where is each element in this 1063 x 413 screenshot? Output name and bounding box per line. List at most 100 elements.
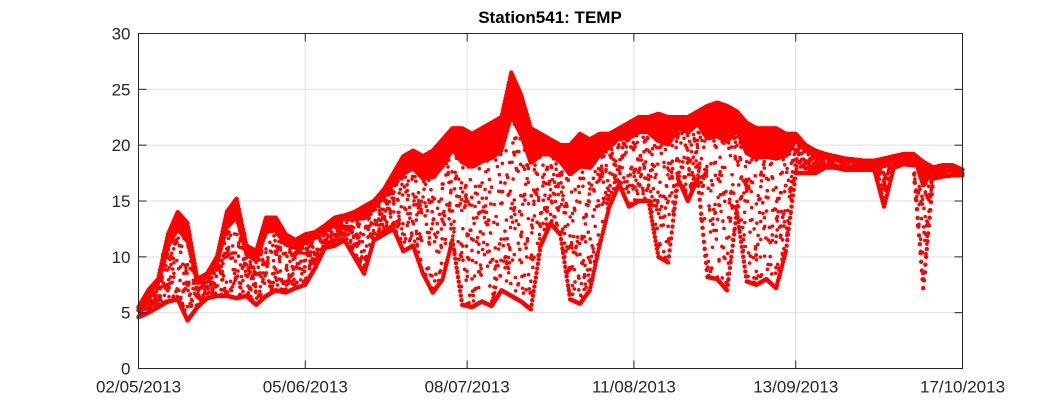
data-point [415,212,419,217]
data-point [583,263,587,268]
data-point [655,162,660,166]
data-point [318,237,323,241]
data-point [459,197,464,202]
data-point [464,244,469,248]
data-point [215,283,220,288]
data-point [666,224,670,229]
data-point [179,295,183,300]
data-point [591,176,596,181]
data-point [661,249,666,254]
data-point [452,230,456,234]
data-point [687,168,692,172]
data-point [604,169,608,173]
data-point-min [528,307,534,312]
data-point [392,196,396,201]
data-point [300,271,304,276]
data-point [455,269,459,274]
data-point [258,294,263,298]
data-point [525,239,530,243]
data-point [618,171,622,176]
data-point-min [532,284,537,289]
data-point [419,207,423,212]
data-point [652,230,657,235]
data-point [429,227,434,231]
data-point [402,185,407,189]
data-point [530,226,535,230]
data-point [568,234,572,238]
data-point [540,210,544,215]
data-point [429,187,433,192]
data-point-min [558,236,564,242]
data-point [355,256,360,261]
data-point [439,197,444,201]
data-point [524,255,529,259]
data-point [674,139,679,144]
data-point [299,259,303,264]
data-point [706,259,711,264]
data-point [458,201,463,206]
data-point-min [530,298,535,303]
data-point [169,251,174,256]
data-point-min [666,254,672,259]
data-point [556,208,561,212]
data-point [522,273,527,277]
data-point [650,146,655,151]
data-point [285,268,289,272]
data-point [425,208,430,213]
data-point [419,210,424,215]
data-point [272,271,277,276]
data-point [512,205,517,210]
data-point [709,161,713,166]
data-point [174,289,178,294]
data-point [274,267,278,272]
data-point [210,276,214,280]
data-point [526,201,531,206]
data-point [625,179,629,184]
data-point-min [696,183,701,188]
data-point [683,190,688,195]
data-point [398,187,403,192]
data-point [484,169,488,174]
data-point [591,250,596,254]
data-point [589,183,594,188]
chart-title: Station541: TEMP [478,8,622,27]
data-point [548,194,552,198]
data-point [699,156,704,161]
data-point [535,172,540,177]
data-point [506,270,511,275]
data-point [713,160,718,165]
data-point-min [565,278,570,283]
data-point [519,233,523,237]
data-point [533,163,537,167]
data-point [143,306,147,311]
data-point [282,279,287,284]
data-point [382,225,386,230]
data-point [682,155,686,160]
data-point [566,222,570,227]
data-point [545,165,550,170]
data-point [405,188,410,193]
data-point [566,286,571,290]
data-point [532,199,536,204]
data-point-min [668,236,674,241]
data-point [651,186,656,191]
data-point [171,256,176,261]
data-point [464,197,469,201]
data-point [679,141,683,145]
data-point [357,239,362,244]
data-point [371,228,376,233]
data-point [662,160,666,165]
data-point [512,198,517,202]
data-point [458,186,463,190]
data-point [391,202,396,206]
data-point [197,294,201,299]
data-point [508,281,513,286]
data-point [238,263,243,267]
data-point [446,165,450,169]
data-point [307,266,312,271]
data-point-min [455,274,461,280]
data-point [348,238,353,243]
data-point [265,264,269,269]
data-point [183,308,187,312]
data-point [535,187,540,192]
